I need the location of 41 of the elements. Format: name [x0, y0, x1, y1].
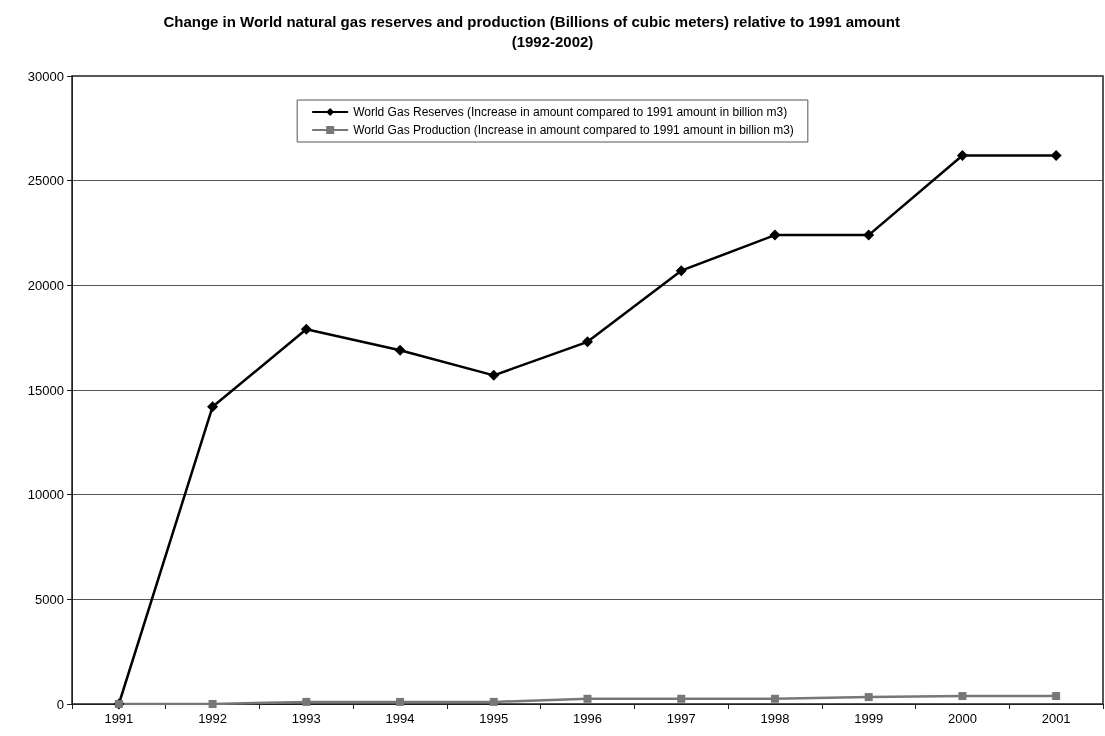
chart-title: Change in World natural gas reserves and production (Billions of cubic meters) relative to 1991 amount (1992-2002)	[163, 12, 942, 50]
point	[582, 336, 593, 348]
point	[207, 401, 219, 413]
x-tick-label: 1993	[291, 711, 321, 726]
point	[396, 697, 405, 706]
x-tick-label: 1992	[198, 711, 228, 726]
point	[863, 229, 875, 241]
x-tick-label: 1997	[666, 711, 696, 726]
point	[864, 693, 873, 702]
point	[1050, 150, 1062, 162]
y-tick-label: 15000	[27, 382, 64, 398]
x-tick-label: 1995	[479, 711, 509, 726]
point	[300, 323, 312, 335]
point	[1052, 692, 1061, 701]
x-tick-label: 1994	[385, 711, 415, 726]
point	[583, 694, 592, 703]
point	[302, 697, 311, 706]
point	[394, 344, 406, 356]
y-tick-label: 30000	[27, 68, 64, 84]
y-tick-label: 0	[56, 696, 64, 712]
x-tick-label: 1991	[104, 711, 134, 726]
x-tick-label: 2000	[947, 711, 977, 726]
y-tick-label: 20000	[27, 277, 64, 293]
y-tick-label: 10000	[27, 487, 64, 503]
point	[769, 229, 781, 241]
point	[489, 697, 498, 706]
point	[956, 150, 968, 162]
legend-label: World Gas Production (Increase in amount compared to 1991 amount in billion m3)	[353, 123, 794, 137]
x-tick-label: 1996	[573, 711, 602, 726]
point	[208, 700, 217, 708]
x-tick-label: 1998	[760, 711, 790, 726]
point	[488, 369, 500, 381]
legend-label: World Gas Reserves (Increase in amount compared to 1991 amount in billion m3)	[353, 105, 788, 119]
point	[958, 692, 967, 701]
x-tick-label: 1999	[854, 711, 884, 726]
point	[677, 694, 686, 703]
y-tick-label: 25000	[27, 173, 64, 189]
y-tick-label: 5000	[35, 591, 64, 607]
point	[770, 694, 779, 703]
x-tick-label: 2001	[1041, 711, 1071, 726]
point	[675, 265, 687, 277]
